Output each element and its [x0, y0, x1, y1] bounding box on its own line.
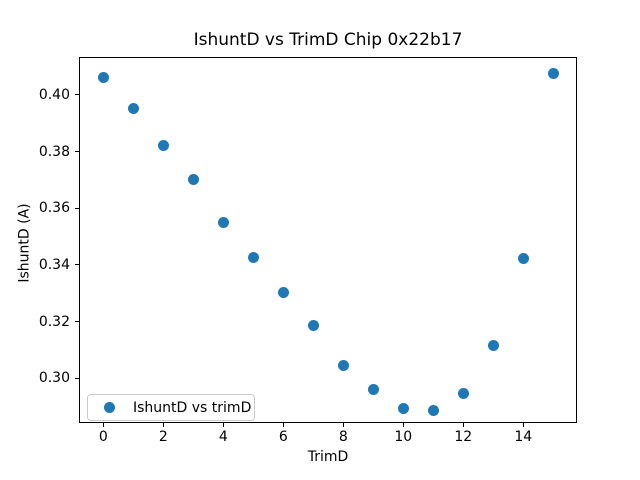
x-tick-label: 10 — [394, 429, 413, 445]
x-tick-mark — [162, 423, 164, 427]
data-point — [247, 251, 259, 263]
y-tick-label: 0.32 — [38, 313, 70, 330]
data-point — [97, 71, 109, 83]
y-tick-mark — [75, 264, 79, 266]
data-point — [307, 320, 319, 332]
legend-label: IshuntD vs trimD — [133, 399, 252, 416]
y-tick-mark — [75, 321, 79, 323]
data-point — [127, 102, 139, 114]
data-point — [487, 340, 499, 352]
chart-title: IshuntD vs TrimD Chip 0x22b17 — [193, 30, 463, 50]
data-point — [187, 173, 199, 185]
x-tick-mark — [522, 423, 524, 427]
data-point — [337, 360, 349, 372]
x-tick-mark — [462, 423, 464, 427]
x-tick-mark — [342, 423, 344, 427]
y-tick-label: 0.30 — [38, 370, 70, 387]
x-tick-mark — [402, 423, 404, 427]
data-point — [277, 286, 289, 298]
y-tick-mark — [75, 151, 79, 153]
legend: IshuntD vs trimD — [87, 394, 255, 421]
y-tick-label: 0.40 — [38, 86, 70, 103]
data-point — [517, 252, 529, 264]
x-axis-label: TrimD — [307, 449, 349, 465]
data-point — [397, 402, 409, 414]
x-tick-mark — [282, 423, 284, 427]
data-point — [547, 68, 559, 80]
y-tick-mark — [75, 377, 79, 379]
x-tick-label: 14 — [514, 429, 533, 445]
y-tick-mark — [75, 94, 79, 96]
y-tick-label: 0.34 — [38, 256, 70, 273]
x-tick-label: 2 — [158, 429, 168, 445]
data-point — [157, 140, 169, 152]
x-tick-label: 6 — [278, 429, 288, 445]
x-tick-mark — [102, 423, 104, 427]
x-tick-label: 12 — [454, 429, 473, 445]
data-point — [367, 383, 379, 395]
legend-marker-icon — [104, 402, 115, 413]
y-tick-mark — [75, 207, 79, 209]
data-point — [457, 388, 469, 400]
x-tick-label: 0 — [98, 429, 108, 445]
x-tick-mark — [222, 423, 224, 427]
x-tick-label: 4 — [218, 429, 228, 445]
y-tick-label: 0.38 — [38, 143, 70, 160]
y-tick-label: 0.36 — [38, 200, 70, 217]
data-point — [427, 405, 439, 417]
x-tick-label: 8 — [338, 429, 348, 445]
plot-area — [79, 57, 577, 423]
data-point — [217, 216, 229, 228]
